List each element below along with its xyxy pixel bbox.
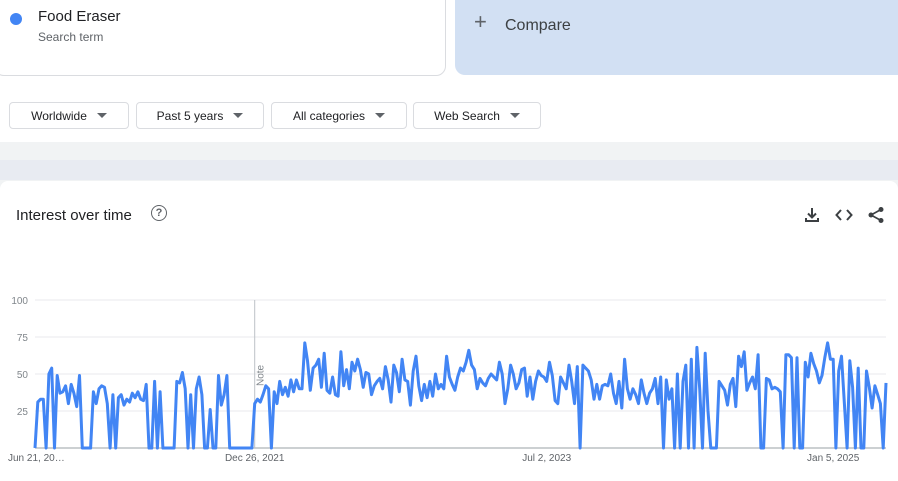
plus-icon: + bbox=[474, 9, 487, 34]
time-range-dropdown[interactable]: Past 5 years bbox=[136, 102, 264, 129]
x-tick-label: Jun 21, 20… bbox=[8, 453, 65, 464]
note-label[interactable]: Note bbox=[256, 364, 267, 386]
y-tick-label: 25 bbox=[17, 407, 29, 418]
compare-label: Compare bbox=[505, 17, 571, 34]
dropdown-arrow-icon bbox=[375, 113, 386, 118]
y-tick-label: 100 bbox=[11, 296, 28, 307]
share-icon[interactable] bbox=[867, 206, 885, 224]
compare-button[interactable]: + Compare bbox=[455, 0, 898, 75]
search-term-card[interactable]: Food Eraser Search term bbox=[0, 0, 446, 76]
interest-over-time-card: Interest over time ? 25 50 75 100 Jun 21, 20… bbox=[0, 181, 898, 481]
download-icon[interactable] bbox=[803, 206, 821, 224]
location-label: Worldwide bbox=[31, 108, 87, 123]
dropdown-arrow-icon bbox=[509, 113, 520, 118]
y-tick-label: 75 bbox=[17, 333, 29, 344]
location-dropdown[interactable]: Worldwide bbox=[9, 102, 129, 129]
y-tick-label: 50 bbox=[17, 370, 29, 381]
series-color-dot-icon bbox=[10, 13, 22, 25]
category-label: All categories bbox=[292, 108, 366, 123]
card-title: Interest over time bbox=[16, 207, 132, 224]
filter-bar: Worldwide Past 5 years All categories We… bbox=[0, 90, 898, 142]
embed-code-icon[interactable] bbox=[835, 206, 853, 224]
time-range-label: Past 5 years bbox=[156, 108, 224, 123]
series-line bbox=[33, 341, 888, 450]
category-dropdown[interactable]: All categories bbox=[271, 102, 407, 129]
help-circle-icon[interactable]: ? bbox=[151, 205, 167, 221]
dropdown-arrow-icon bbox=[96, 113, 107, 118]
interest-line-chart: 25 50 75 100 Jun 21, 20… Dec 26, 2021 Jul 2, 2… bbox=[8, 296, 888, 464]
search-term-subtitle: Search term bbox=[38, 30, 104, 44]
search-term-name[interactable]: Food Eraser bbox=[38, 8, 121, 25]
search-property-label: Web Search bbox=[434, 108, 500, 123]
section-divider bbox=[0, 160, 898, 180]
x-tick-label: Jan 5, 2025 bbox=[807, 453, 860, 464]
search-property-dropdown[interactable]: Web Search bbox=[413, 102, 541, 129]
dropdown-arrow-icon bbox=[233, 113, 244, 118]
x-tick-label: Dec 26, 2021 bbox=[225, 453, 285, 464]
x-tick-label: Jul 2, 2023 bbox=[522, 453, 571, 464]
